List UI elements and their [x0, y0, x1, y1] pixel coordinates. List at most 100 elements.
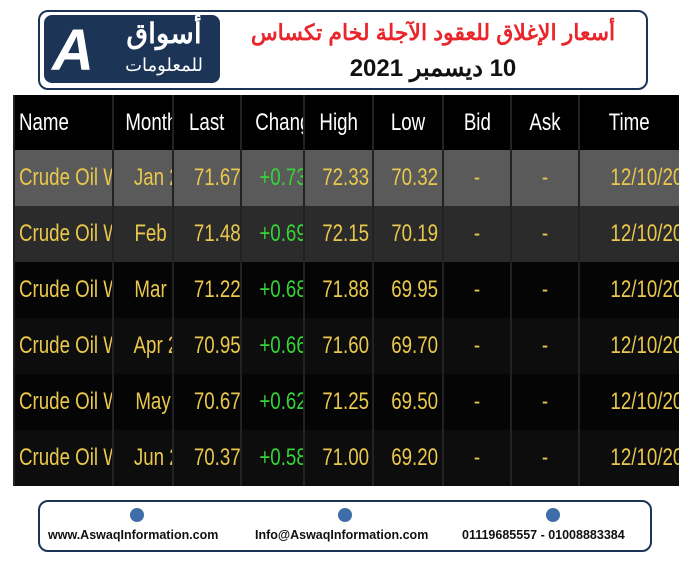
email[interactable]: Info@AswaqInformation.com — [255, 528, 429, 542]
table-cell: 12/10/2021 — [578, 318, 679, 374]
table-row: Crude Oil WTI May 22 70.67s +0.62 71.25 69.50… — [13, 374, 679, 430]
table-row: Crude Oil WTI Mar 22 71.22s +0.68 71.88 69.95… — [13, 262, 679, 318]
cell-text: - — [541, 276, 549, 303]
table-cell: 70.95s — [172, 318, 241, 374]
cell-text: 69.70 — [391, 332, 439, 359]
cell-text: Low — [390, 108, 426, 136]
table-cell: Jan 22 — [112, 150, 173, 206]
cell-text: 71.48s — [193, 220, 241, 247]
cell-text: 12/10/2021 — [610, 388, 679, 415]
table-cell: 72.15 — [303, 206, 373, 262]
table-cell: 71.67s — [172, 150, 241, 206]
table-cell: Crude Oil WTI — [13, 430, 113, 486]
cell-text: 71.88 — [322, 276, 370, 303]
cell-text: High — [319, 108, 358, 136]
column-header: Ask — [510, 95, 579, 150]
column-header: Time — [578, 95, 679, 150]
cell-text: - — [473, 388, 481, 415]
logo-sub: للمعلومات — [125, 55, 203, 75]
cell-text: 69.95 — [391, 276, 439, 303]
logo: A أسواق للمعلومات — [44, 15, 220, 83]
table-cell: 71.22s — [172, 262, 241, 318]
cell-text: Bid — [463, 108, 491, 136]
cell-text: +0.62 — [259, 388, 304, 415]
table-cell: 70.37s — [172, 430, 241, 486]
cell-text: 12/10/2021 — [610, 220, 679, 247]
cell-text: 70.32 — [391, 164, 439, 191]
table-row: Crude Oil WTI Feb 22 71.48s +0.69 72.15 70.19… — [13, 206, 679, 262]
cell-text: 70.19 — [391, 220, 439, 247]
cell-text: Jun 22 — [133, 444, 173, 471]
cell-text: Crude Oil WTI — [19, 332, 113, 359]
logo-name: أسواق — [126, 18, 202, 49]
table-cell: 71.48s — [172, 206, 241, 262]
table-row: Crude Oil WTI Jan 22 71.67s +0.73 72.33 70.32… — [13, 150, 679, 206]
cell-text: 72.15 — [322, 220, 370, 247]
table-cell: 12/10/2021 — [578, 206, 679, 262]
table-cell: 12/10/2021 — [578, 262, 679, 318]
table-row: Crude Oil WTI Apr 22 70.95s +0.66 71.60 69.70… — [13, 318, 679, 374]
date: 10 ديسمبر 2021 — [349, 55, 517, 82]
cell-text: Crude Oil WTI — [19, 164, 113, 191]
table-cell: - — [442, 150, 511, 206]
table-cell: Apr 22 — [112, 318, 173, 374]
table-cell: Crude Oil WTI — [13, 150, 113, 206]
cell-text: Month — [125, 108, 173, 136]
table-cell: 71.25 — [303, 374, 373, 430]
table-cell: - — [510, 206, 579, 262]
cell-text: Crude Oil WTI — [19, 220, 113, 247]
table-cell: +0.66 — [240, 318, 304, 374]
table-cell: 70.32 — [372, 150, 443, 206]
cell-text: - — [473, 444, 481, 471]
table-cell: 69.70 — [372, 318, 443, 374]
cell-text: - — [541, 388, 549, 415]
cell-text: 70.37s — [193, 444, 241, 471]
cell-text: Time — [609, 108, 650, 136]
cell-text: 72.33 — [322, 164, 370, 191]
table-cell: +0.69 — [240, 206, 304, 262]
table-body: Crude Oil WTI Jan 22 71.67s +0.73 72.33 70.32… — [13, 150, 679, 486]
table-cell: - — [510, 262, 579, 318]
header: A أسواق للمعلومات أسعار الإغلاق للعقود ا… — [38, 10, 648, 90]
table-cell: 69.95 — [372, 262, 443, 318]
column-header: Month — [112, 95, 173, 150]
cell-text: 71.67s — [193, 164, 241, 191]
table-cell: 72.33 — [303, 150, 373, 206]
table-cell: Mar 22 — [112, 262, 173, 318]
website[interactable]: www.AswaqInformation.com — [48, 528, 219, 542]
table-cell: 69.50 — [372, 374, 443, 430]
cell-text: 70.95s — [193, 332, 241, 359]
cell-text: 71.60 — [322, 332, 370, 359]
table-cell: - — [442, 262, 511, 318]
column-header: Low — [372, 95, 443, 150]
column-header: Change — [240, 95, 304, 150]
cell-text: Apr 22 — [133, 332, 173, 359]
cell-text: - — [473, 332, 481, 359]
table-cell: 70.67s — [172, 374, 241, 430]
cell-text: 12/10/2021 — [610, 164, 679, 191]
cell-text: 70.67s — [193, 388, 241, 415]
cell-text: 12/10/2021 — [610, 332, 679, 359]
table-cell: Crude Oil WTI — [13, 318, 113, 374]
cell-text: - — [541, 444, 549, 471]
cell-text: 69.20 — [391, 444, 439, 471]
cell-text: Feb 22 — [134, 220, 173, 247]
cell-text: Crude Oil WTI — [19, 444, 113, 471]
cell-text: Jan 22 — [133, 164, 173, 191]
cell-text: 12/10/2021 — [610, 444, 679, 471]
table-cell: 70.19 — [372, 206, 443, 262]
table-cell: 12/10/2021 — [578, 150, 679, 206]
table-cell: - — [442, 318, 511, 374]
cell-text: 71.22s — [193, 276, 241, 303]
column-header: Name — [13, 95, 113, 150]
cell-text: - — [473, 220, 481, 247]
mail-icon — [338, 508, 352, 522]
quotes-table: Name Month Last Change High Low Bid Ask Time Cru… — [13, 95, 679, 486]
table-cell: Crude Oil WTI — [13, 374, 113, 430]
table-cell: 71.60 — [303, 318, 373, 374]
cell-text: +0.69 — [259, 220, 304, 247]
cell-text: Crude Oil WTI — [19, 388, 113, 415]
table-cell: - — [442, 374, 511, 430]
table-cell: May 22 — [112, 374, 173, 430]
